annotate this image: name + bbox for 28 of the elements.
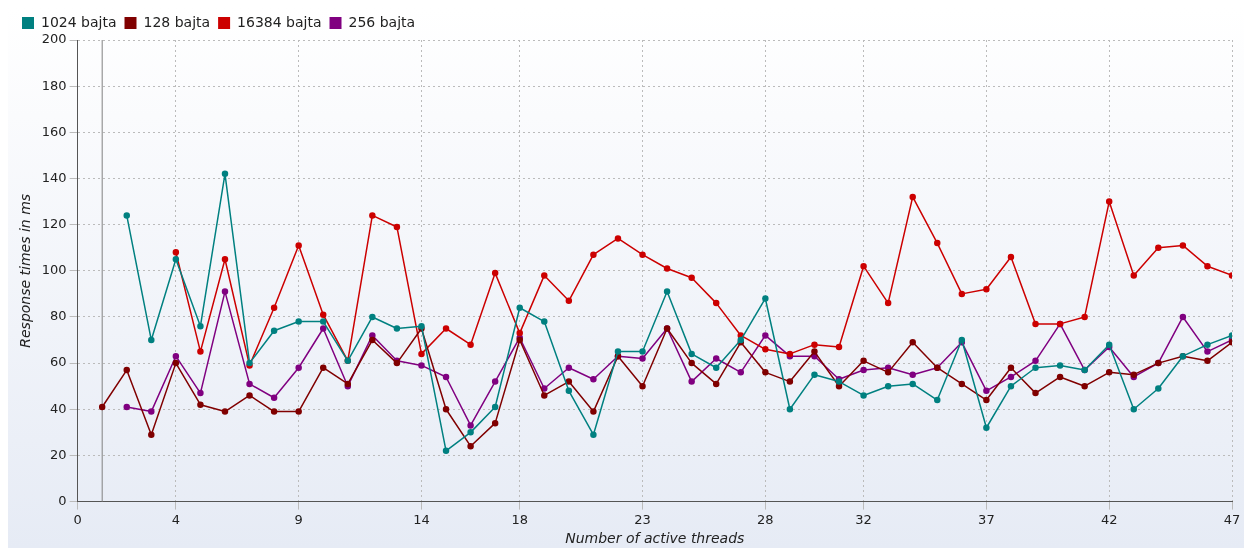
y-axis-title: Response times in ms (17, 193, 34, 348)
y-tick-label: 60 (50, 354, 67, 370)
x-axis-title: Number of active threads (565, 530, 745, 547)
y-tick-label: 40 (50, 400, 67, 416)
y-tick-label: 140 (41, 169, 67, 185)
x-tick-label: 9 (294, 511, 303, 527)
x-tick-label: 37 (978, 511, 995, 527)
y-tick-label: 120 (41, 216, 67, 232)
x-tick-label: 32 (855, 511, 872, 527)
x-tick-label: 14 (413, 511, 430, 527)
x-tick-label: 42 (1100, 511, 1118, 527)
x-tick-label: 23 (634, 511, 651, 527)
y-tick-label: 180 (41, 77, 67, 93)
y-tick-label: 80 (50, 308, 67, 324)
legend-label: 256 bajta (348, 13, 416, 30)
y-tick-label: 20 (50, 446, 67, 462)
x-tick-label: 28 (757, 511, 774, 527)
y-tick-label: 0 (58, 492, 67, 508)
y-tick-label: 100 (41, 262, 67, 278)
x-tick-label: 47 (1223, 511, 1241, 527)
y-tick-label: 160 (41, 123, 67, 139)
x-tick-label: 18 (511, 511, 528, 527)
x-tick-label: 4 (171, 511, 180, 527)
x-tick-label: 0 (73, 511, 82, 527)
y-tick-label: 200 (41, 31, 67, 47)
legend-label: 16384 bajta (237, 13, 322, 30)
legend-label: 128 bajta (143, 13, 211, 30)
legend-label: 1024 bajta (41, 13, 117, 30)
